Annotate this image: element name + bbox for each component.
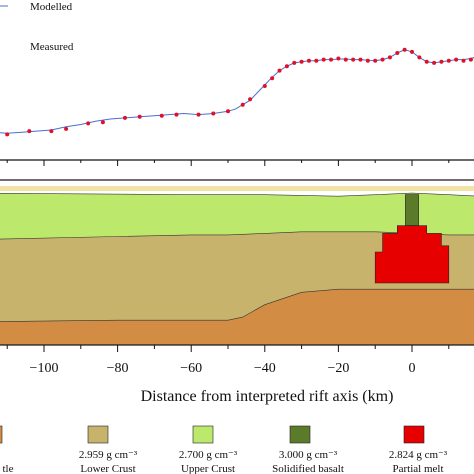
key-swatch-2 [192, 425, 214, 444]
measured-point [49, 129, 54, 134]
measured-point [439, 59, 444, 64]
measured-point [211, 111, 216, 116]
body-solidified-basalt [405, 194, 419, 226]
measured-point [86, 121, 91, 126]
gravity-profile-panel: Modelled Measured [0, 1, 474, 166]
x-tick-label: −40 [254, 361, 276, 376]
measured-point [417, 55, 422, 60]
measured-point [159, 113, 164, 118]
measured-point [410, 49, 414, 54]
measured-point [343, 57, 348, 62]
measured-point [100, 120, 105, 125]
measured-point [137, 114, 142, 119]
top-panel-series [0, 47, 474, 137]
key-label-2: Upper Crust [181, 463, 235, 474]
body-partial-melt [374, 225, 450, 284]
density-key: tle 2.959 g cm⁻³ Lower Crust 2.700 g cm⁻³ Up… [0, 425, 448, 474]
measured-point [226, 109, 230, 114]
measured-point [5, 132, 10, 137]
measured-point [122, 115, 127, 120]
measured-point [292, 60, 297, 65]
key-density-1: 2.959 g cm⁻³ [79, 449, 138, 461]
measured-point [262, 84, 267, 88]
key-label-3: Solidified basalt [272, 463, 344, 474]
measured-point [270, 76, 275, 81]
key-label-0: tle [3, 463, 14, 474]
x-tick-label: −80 [107, 361, 129, 376]
measured-point [321, 57, 326, 62]
measured-point [299, 59, 304, 64]
key-swatch-3 [289, 425, 311, 444]
measured-point [306, 58, 311, 63]
key-label-4: Partial melt [392, 463, 443, 474]
measured-point [387, 55, 392, 60]
x-tick-label: −60 [180, 361, 202, 376]
measured-point [284, 64, 289, 69]
measured-point [402, 47, 407, 52]
measured-point [468, 57, 473, 62]
measured-point [395, 51, 400, 55]
legend-label-measured: Measured [30, 41, 74, 53]
measured-point [196, 112, 201, 117]
legend-label-modelled: Modelled [30, 1, 73, 13]
x-tick-label: −100 [30, 361, 59, 376]
key-density-3: 3.000 g cm⁻³ [279, 449, 338, 461]
measured-point [277, 68, 282, 73]
density-layers [0, 186, 474, 346]
key-density-2: 2.700 g cm⁻³ [179, 449, 238, 461]
key-label-1: Lower Crust [80, 463, 135, 474]
density-model-panel: −100 −80 −60 −40 −20 0 Distance from interpre… [0, 179, 474, 405]
measured-point [64, 126, 69, 131]
measured-point [174, 112, 179, 117]
measured-point [248, 97, 253, 102]
measured-point [461, 58, 466, 63]
measured-point [314, 58, 319, 63]
key-density-4: 2.824 g cm⁻³ [389, 449, 448, 461]
measured-point [380, 57, 385, 62]
measured-point [446, 58, 451, 63]
layer-mantle [0, 288, 474, 346]
measured-point [240, 102, 245, 107]
measured-point [373, 58, 378, 63]
measured-point [424, 59, 429, 64]
measured-point [329, 57, 334, 62]
model-frame [0, 179, 474, 346]
measured-point [365, 58, 370, 63]
key-swatch-0 [0, 425, 3, 444]
measured-point [27, 129, 32, 134]
key-swatch-4 [403, 425, 425, 444]
measured-point [358, 57, 363, 62]
top-panel-ticks [6, 160, 450, 166]
measured-point [454, 57, 459, 62]
measured-point [432, 60, 437, 65]
x-axis-ticks: −100 −80 −60 −40 −20 0 [6, 345, 450, 376]
key-swatch-1 [87, 425, 109, 444]
measured-point [351, 57, 356, 62]
x-axis-title: Distance from interpreted rift axis (km) [141, 388, 394, 405]
x-tick-label: 0 [409, 361, 416, 376]
legend: Modelled Measured [0, 1, 74, 53]
layer-sediment [0, 186, 474, 191]
x-tick-label: −20 [327, 361, 349, 376]
measured-point [336, 56, 341, 61]
series-line-modelled [0, 49, 474, 134]
density-bodies [374, 194, 450, 284]
